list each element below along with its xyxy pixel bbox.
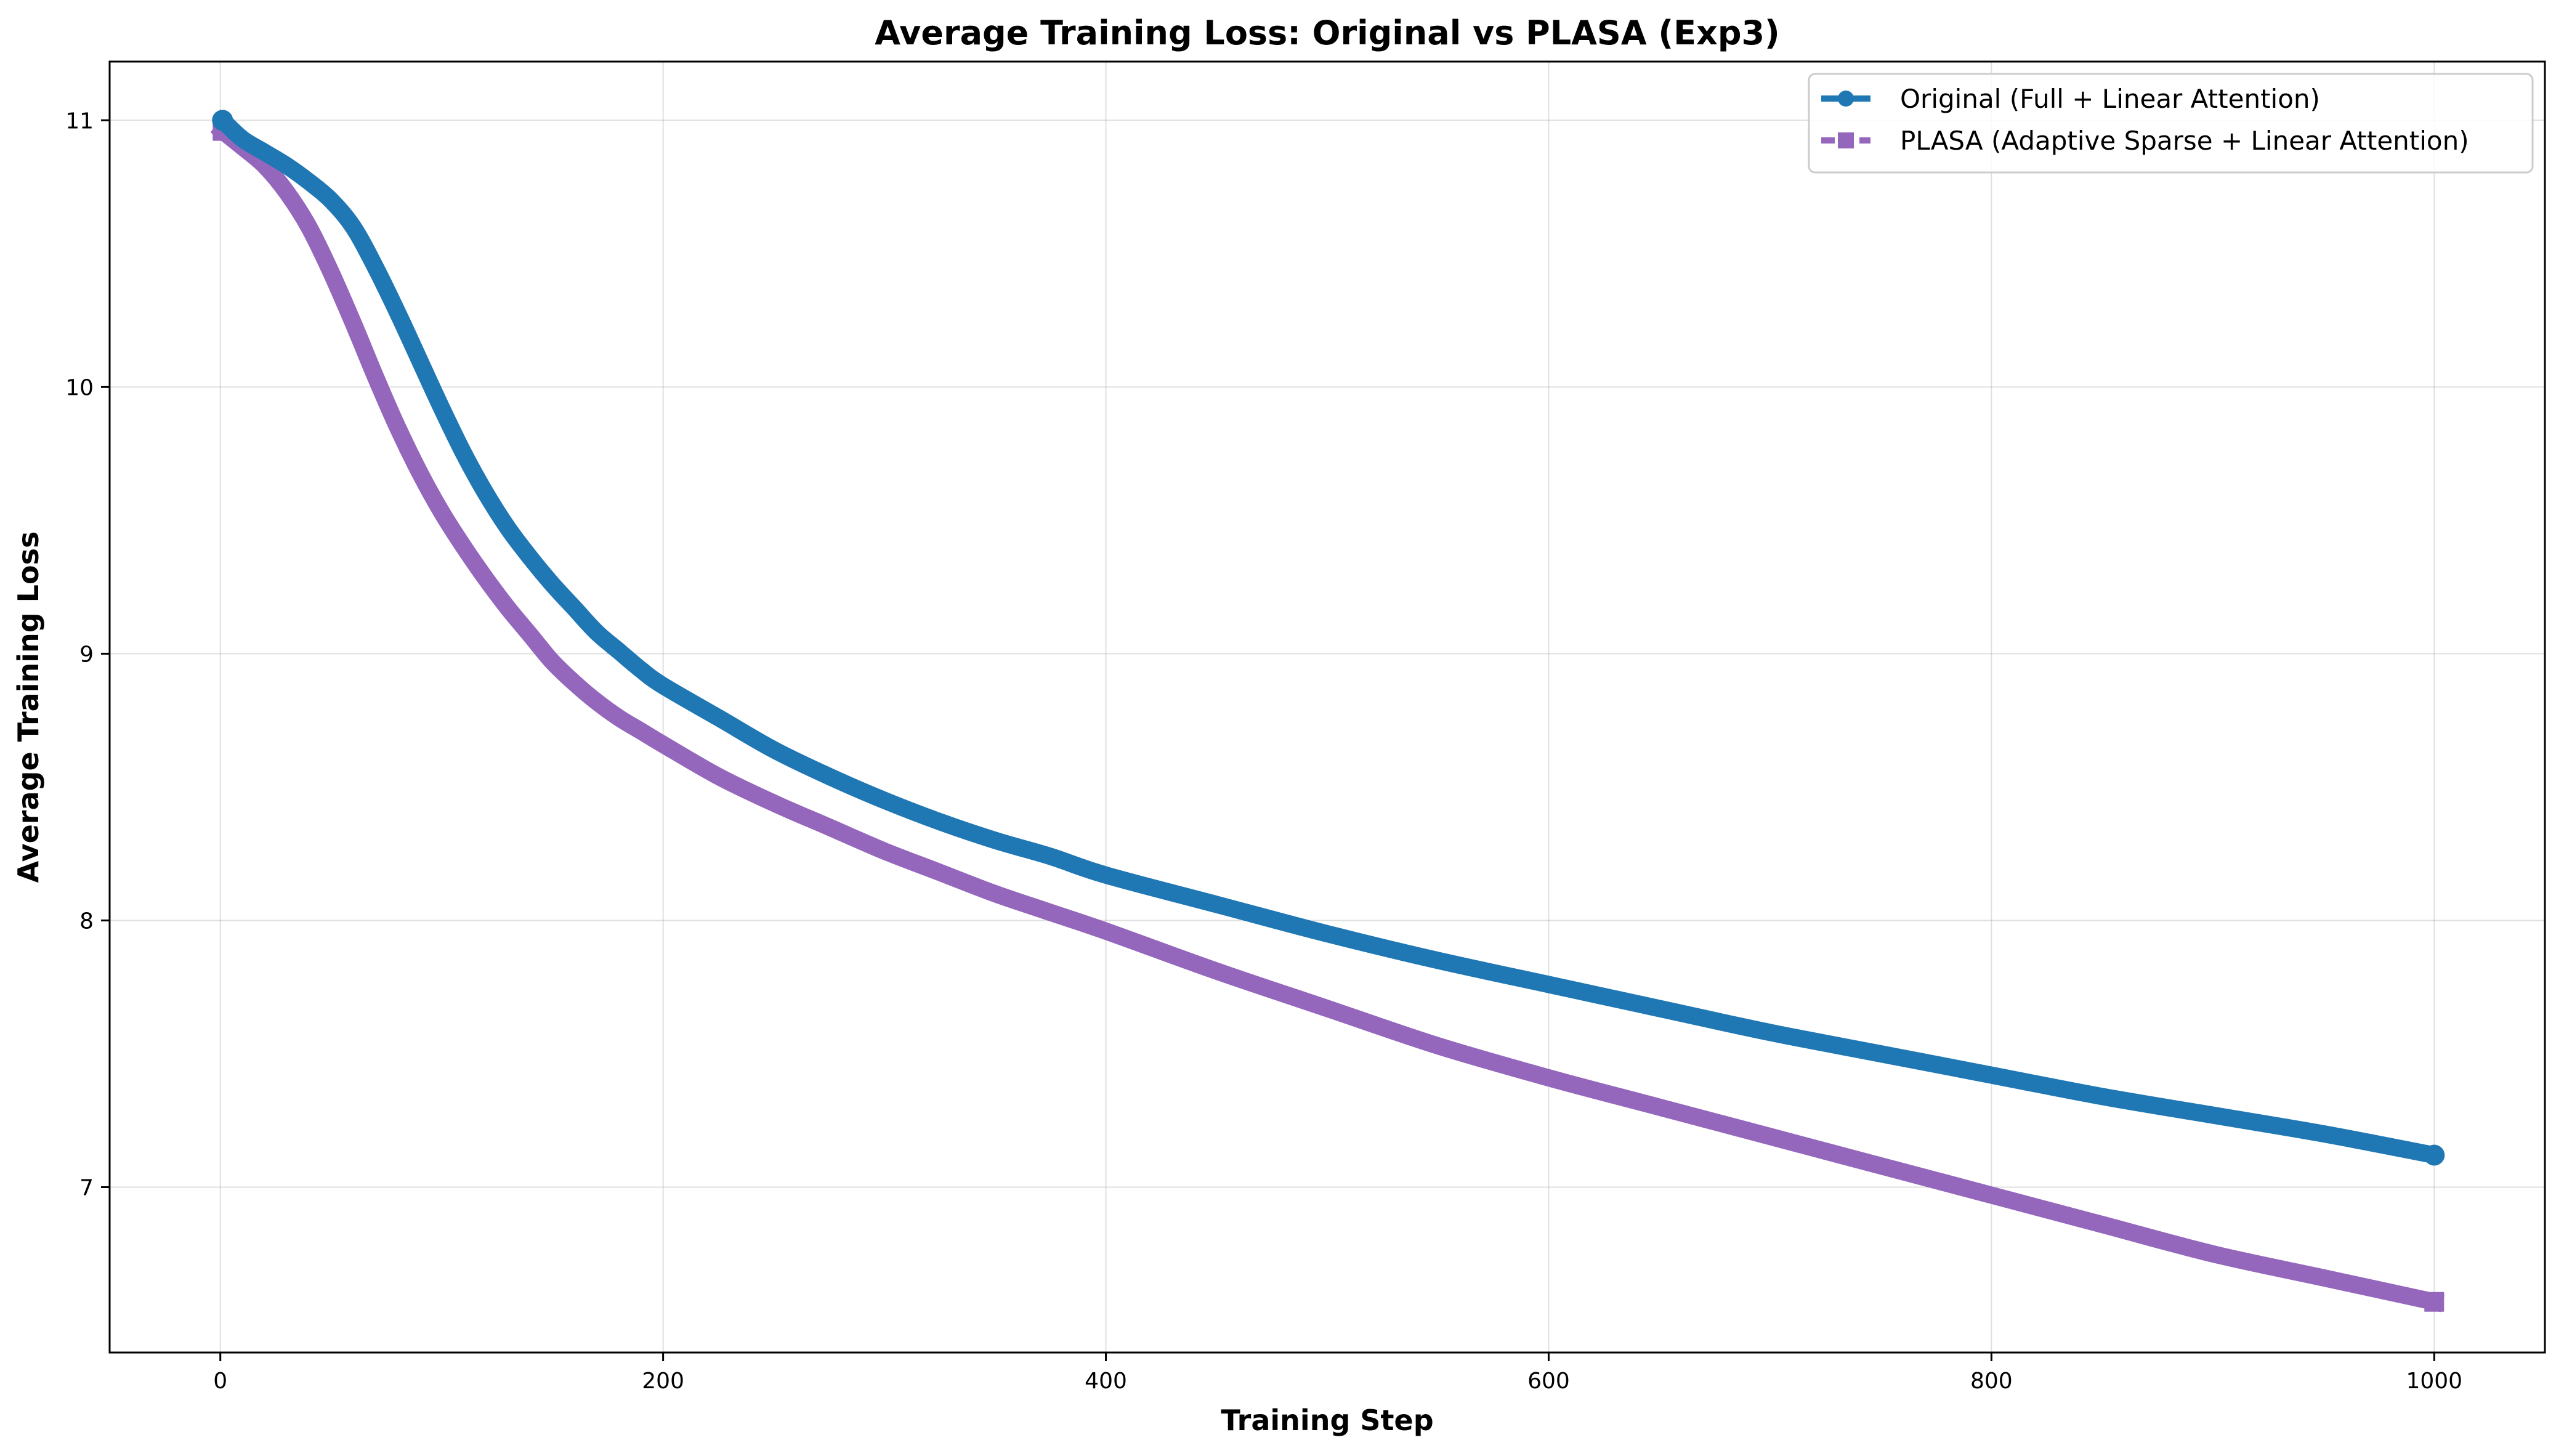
data-point-plasa-end <box>2424 1292 2445 1312</box>
y-tick-label: 8 <box>79 908 94 934</box>
x-tick-label: 0 <box>213 1369 227 1394</box>
y-tick-label: 7 <box>79 1176 94 1201</box>
legend: Original (Full + Linear Attention) PLASA… <box>1808 73 2534 174</box>
y-tick-label: 9 <box>79 642 94 667</box>
legend-box <box>1808 73 2534 174</box>
y-axis-title: Average Training Loss <box>12 532 45 883</box>
series-line-original <box>214 111 2443 1164</box>
chart-title: Average Training Loss: Original vs PLASA… <box>875 14 1779 52</box>
x-tick-label: 200 <box>642 1369 684 1394</box>
y-tick-label: 11 <box>65 108 94 134</box>
legend-label-original: Original (Full + Linear Attention) <box>1900 84 2320 114</box>
plot-frame <box>108 60 2546 1354</box>
x-tick-label: 400 <box>1085 1369 1127 1394</box>
series-line-plasa <box>210 118 2445 1312</box>
y-tick-label: 10 <box>65 375 94 400</box>
legend-marker-plasa <box>1838 132 1854 148</box>
x-tick-label: 1000 <box>2406 1369 2462 1394</box>
legend-marker-original <box>1838 91 1854 107</box>
data-point-original-start <box>212 110 233 131</box>
x-axis-title: Training Step <box>1221 1404 1433 1437</box>
series-layer <box>210 110 2445 1312</box>
axis-ticks: 0 200 400 600 800 1000 7 8 9 10 11 <box>65 108 2462 1394</box>
x-tick-label: 600 <box>1527 1369 1570 1394</box>
legend-label-plasa: PLASA (Adaptive Sparse + Linear Attentio… <box>1900 126 2469 156</box>
x-tick-label: 800 <box>1970 1369 2013 1394</box>
data-point-original-end <box>2424 1144 2445 1166</box>
